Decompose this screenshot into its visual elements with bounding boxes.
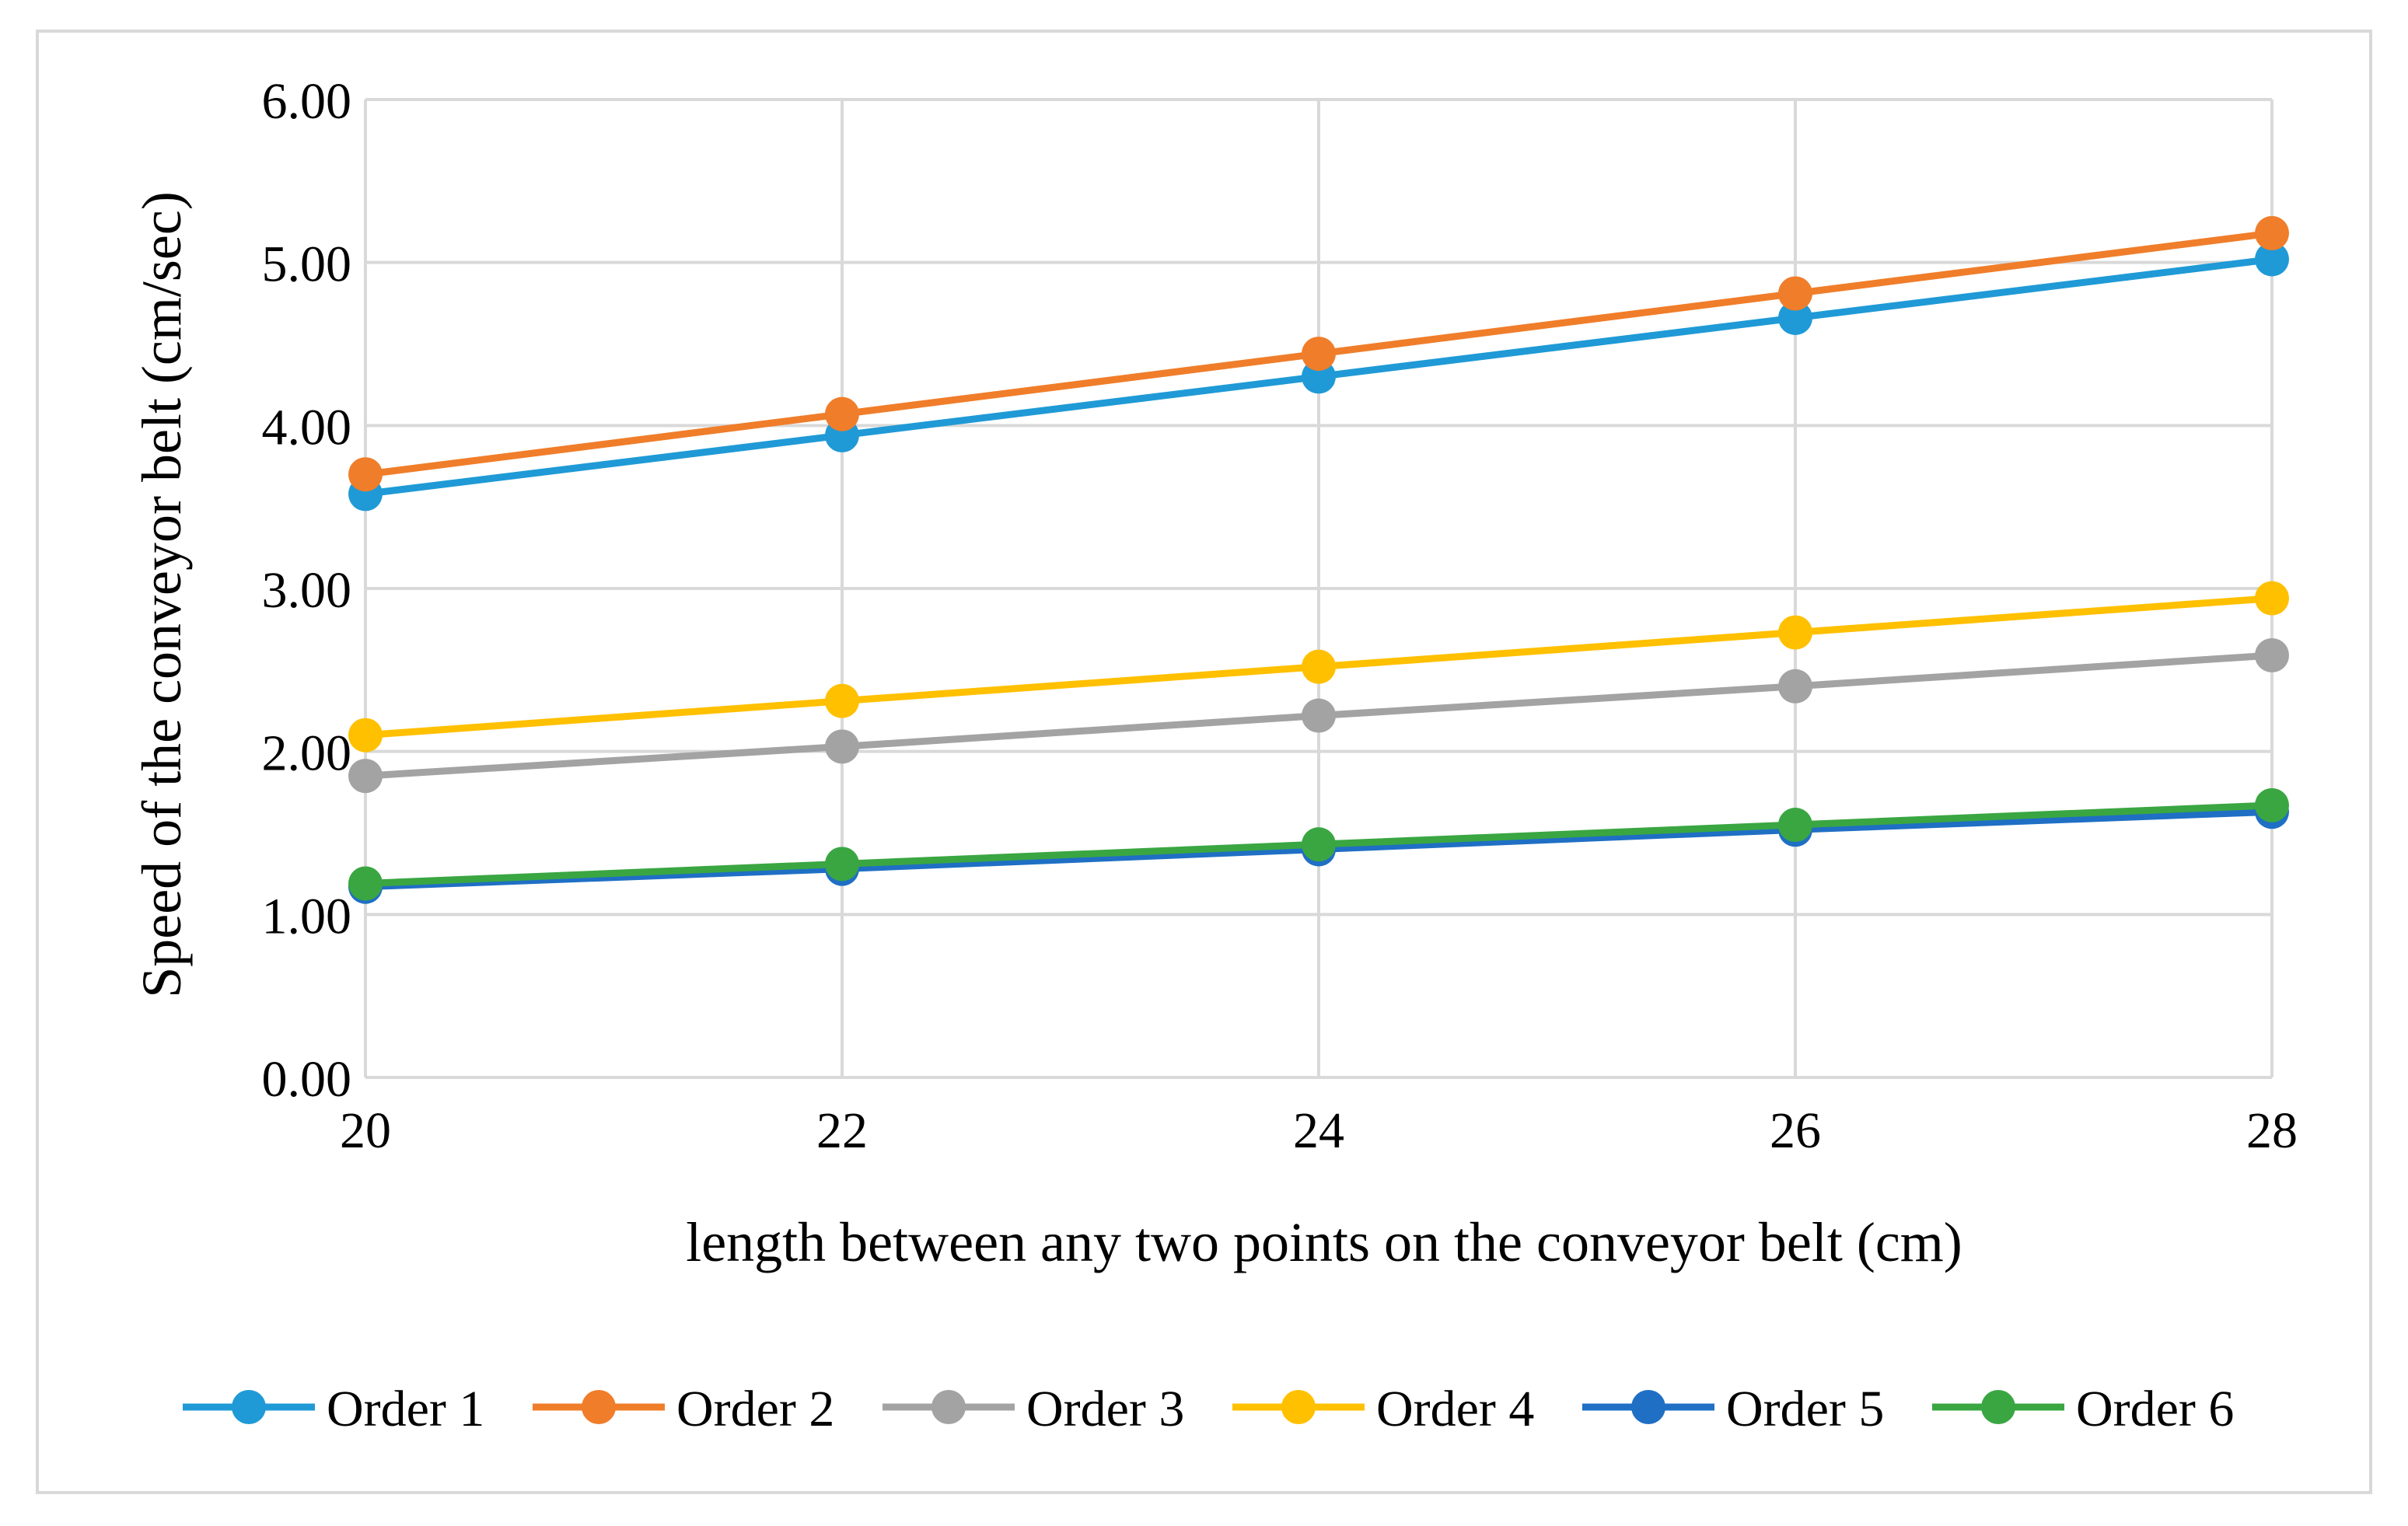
data-point <box>2255 215 2289 250</box>
legend-marker <box>582 1390 616 1424</box>
data-point <box>1302 698 1336 733</box>
data-point <box>825 729 859 764</box>
legend-marker <box>931 1390 966 1424</box>
y-tick-label: 0.00 <box>262 1051 352 1108</box>
data-point <box>825 683 859 718</box>
data-point <box>2255 787 2289 822</box>
chart-border <box>36 30 2372 1494</box>
data-point <box>1302 649 1336 684</box>
data-point <box>1778 808 1812 843</box>
gridlines <box>365 98 2273 1077</box>
legend-item: Order 6 <box>1932 1381 2234 1437</box>
data-point <box>348 457 383 492</box>
x-axis-label: length between any two points on the con… <box>686 1211 1962 1273</box>
x-tick-label: 20 <box>340 1102 391 1159</box>
x-tick-label: 28 <box>2246 1102 2298 1159</box>
data-point <box>2255 637 2289 672</box>
x-tick-label: 26 <box>1770 1102 1821 1159</box>
legend-item: Order 4 <box>1232 1381 1534 1437</box>
data-point <box>1778 669 1812 704</box>
y-tick-label: 3.00 <box>262 562 352 619</box>
y-tick-label: 4.00 <box>262 399 352 456</box>
legend: Order 1 Order 2 Order 3 Order 4 Order 5 Order… <box>183 1381 2234 1437</box>
y-axis-label: Speed of the conveyor belt (cm/sec) <box>131 191 193 998</box>
x-tick-label: 24 <box>1293 1102 1344 1159</box>
legend-label: Order 6 <box>2076 1381 2234 1437</box>
data-point <box>825 847 859 882</box>
legend-marker <box>232 1390 266 1424</box>
legend-marker <box>1281 1390 1316 1424</box>
series-layer <box>348 215 2289 904</box>
legend-label: Order 1 <box>327 1381 484 1437</box>
legend-item: Order 3 <box>882 1381 1184 1437</box>
y-tick-label: 1.00 <box>262 888 352 945</box>
legend-marker <box>1631 1390 1665 1424</box>
data-point <box>348 718 383 753</box>
legend-item: Order 5 <box>1582 1381 1884 1437</box>
data-point <box>1778 615 1812 650</box>
data-point <box>348 759 383 794</box>
series-6 <box>348 787 2289 901</box>
series-3 <box>348 637 2289 794</box>
legend-marker <box>1981 1390 2015 1424</box>
y-tick-label: 2.00 <box>262 725 352 782</box>
legend-label: Order 2 <box>676 1381 834 1437</box>
legend-item: Order 2 <box>533 1381 834 1437</box>
data-point <box>1302 337 1336 372</box>
data-point <box>2255 242 2289 277</box>
legend-item: Order 1 <box>183 1381 484 1437</box>
axes <box>364 100 2272 1079</box>
legend-label: Order 5 <box>1726 1381 1884 1437</box>
legend-label: Order 4 <box>1376 1381 1534 1437</box>
data-point <box>2255 581 2289 616</box>
x-tick-label: 22 <box>816 1102 868 1159</box>
y-tick-label: 5.00 <box>262 236 352 293</box>
legend-label: Order 3 <box>1026 1381 1184 1437</box>
data-point <box>348 866 383 901</box>
data-point <box>825 396 859 431</box>
series-4 <box>348 581 2289 753</box>
tick-labels: 0.00 1.00 2.00 3.00 4.00 5.00 6.00 20 22 24 26 28 <box>262 73 2298 1159</box>
data-point <box>1778 276 1812 311</box>
data-point <box>1778 300 1812 335</box>
series-2 <box>348 215 2289 492</box>
y-tick-label: 6.00 <box>262 73 352 130</box>
data-point <box>1302 827 1336 862</box>
